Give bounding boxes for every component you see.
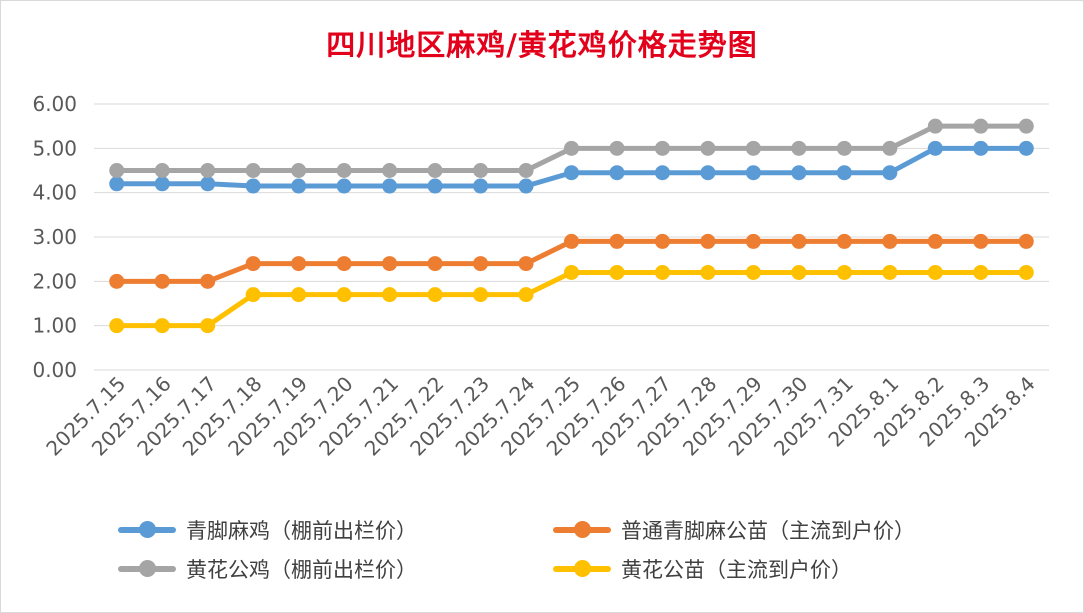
data-point <box>336 256 352 272</box>
data-point <box>109 163 125 178</box>
data-point <box>336 163 352 178</box>
data-point <box>473 287 489 303</box>
data-point <box>973 233 989 249</box>
data-point <box>427 178 443 194</box>
data-point <box>745 233 761 249</box>
data-point <box>927 140 943 156</box>
data-point <box>1018 140 1034 156</box>
data-point <box>382 287 398 303</box>
data-point <box>654 264 670 280</box>
data-point <box>154 163 170 178</box>
data-point <box>927 233 943 249</box>
data-point <box>245 178 261 194</box>
data-point <box>700 140 716 156</box>
data-point <box>154 318 170 334</box>
data-point <box>427 163 443 178</box>
data-point <box>564 140 579 156</box>
data-point <box>791 140 807 156</box>
data-point <box>745 140 761 156</box>
data-point <box>473 163 489 178</box>
data-point <box>154 273 170 289</box>
data-point <box>427 256 443 272</box>
data-point <box>564 165 579 181</box>
data-point <box>518 256 534 272</box>
y-tick-label: 1.00 <box>32 314 77 338</box>
data-point <box>836 264 852 280</box>
y-tick-label: 3.00 <box>32 225 77 249</box>
y-tick-label: 5.00 <box>32 136 77 160</box>
data-point <box>245 163 261 178</box>
data-point <box>518 163 534 178</box>
data-point <box>609 140 625 156</box>
y-tick-label: 4.00 <box>32 181 77 205</box>
data-point <box>609 264 625 280</box>
data-point <box>291 256 307 272</box>
data-point <box>882 264 898 280</box>
y-tick-label: 6.00 <box>32 92 77 116</box>
data-point <box>427 287 443 303</box>
data-point <box>836 233 852 249</box>
data-point <box>927 118 943 134</box>
data-point <box>382 256 398 272</box>
data-point <box>609 165 625 181</box>
data-point <box>473 178 489 194</box>
data-point <box>882 233 898 249</box>
data-point <box>1018 233 1034 249</box>
data-point <box>473 256 489 272</box>
data-point <box>564 264 579 280</box>
data-point <box>245 287 261 303</box>
data-point <box>382 178 398 194</box>
y-tick-label: 0.00 <box>32 358 77 382</box>
data-point <box>745 165 761 181</box>
data-point <box>836 140 852 156</box>
y-tick-label: 2.00 <box>32 269 77 293</box>
data-point <box>200 176 216 192</box>
data-point <box>791 165 807 181</box>
data-point <box>700 233 716 249</box>
data-point <box>200 163 216 178</box>
data-point <box>200 318 216 334</box>
data-point <box>291 178 307 194</box>
data-point <box>700 165 716 181</box>
data-point <box>109 273 125 289</box>
data-point <box>336 287 352 303</box>
data-point <box>154 176 170 192</box>
data-point <box>654 165 670 181</box>
data-point <box>973 118 989 134</box>
data-point <box>109 318 125 334</box>
data-point <box>882 140 898 156</box>
data-point <box>564 233 579 249</box>
data-point <box>518 287 534 303</box>
data-point <box>973 264 989 280</box>
data-point <box>609 233 625 249</box>
data-point <box>291 287 307 303</box>
data-point <box>200 273 216 289</box>
chart-title: 四川地区麻鸡/黄花鸡价格走势图 <box>326 28 758 62</box>
data-point <box>245 256 261 272</box>
data-point <box>882 165 898 181</box>
data-point <box>836 165 852 181</box>
data-point <box>791 233 807 249</box>
data-point <box>927 264 943 280</box>
data-point <box>109 176 125 192</box>
data-point <box>1018 118 1034 134</box>
data-point <box>745 264 761 280</box>
data-point <box>654 140 670 156</box>
data-point <box>336 178 352 194</box>
data-point <box>1018 264 1034 280</box>
data-point <box>973 140 989 156</box>
data-point <box>518 178 534 194</box>
data-point <box>791 264 807 280</box>
data-point <box>382 163 398 178</box>
data-point <box>700 264 716 280</box>
data-point <box>291 163 307 178</box>
data-point <box>654 233 670 249</box>
